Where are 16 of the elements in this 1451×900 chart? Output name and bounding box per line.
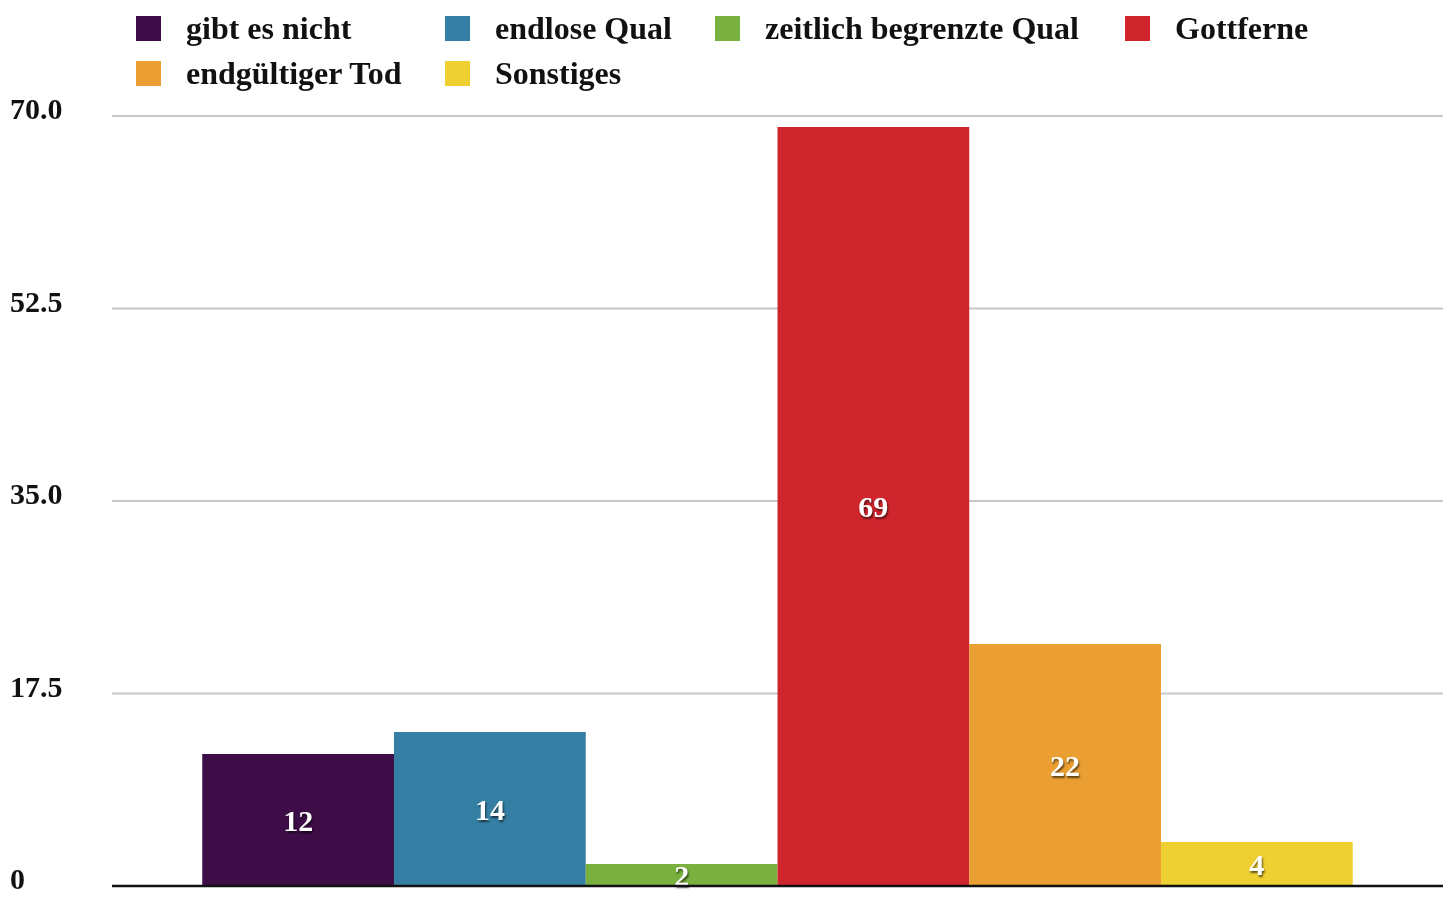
legend-label: gibt es nicht [186, 10, 352, 47]
legend-label: zeitlich begrenzte Qual [765, 10, 1080, 47]
data-label: 22 [1050, 748, 1081, 782]
data-label: 4 [1249, 847, 1265, 881]
data-label: 12 [283, 803, 314, 837]
legend-label: Sonstiges [495, 55, 622, 92]
data-label: 14 [474, 792, 505, 826]
legend-label: Gottferne [1175, 10, 1309, 47]
y-tick-label: 35.0 [10, 477, 63, 510]
legend-label: endlose Qual [495, 10, 673, 47]
y-tick-label: 70.0 [10, 92, 63, 125]
y-tick-label: 17.5 [10, 669, 63, 703]
data-label: 69 [858, 490, 889, 523]
legend-label: endgültiger Tod [186, 55, 402, 92]
y-tick-label: 52.5 [10, 284, 63, 318]
y-tick-label: 0 [10, 862, 25, 895]
